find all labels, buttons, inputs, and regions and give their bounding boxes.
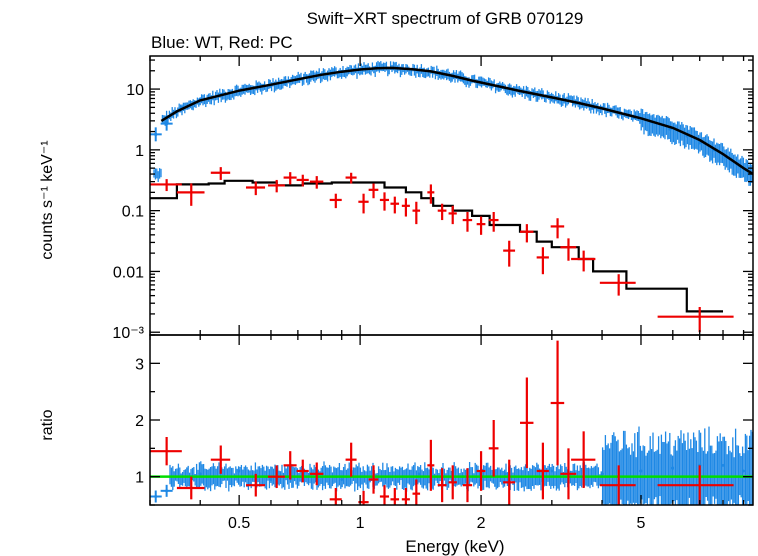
wt-spectrum-point — [698, 141, 702, 145]
bottom-y-tick-label: 2 — [135, 413, 144, 430]
x-tick-label: 2 — [477, 515, 486, 532]
wt-ratio-point — [600, 472, 604, 476]
wt-ratio-point — [198, 472, 202, 476]
top-y-axis-label: counts s⁻¹ keV⁻¹ — [39, 140, 56, 259]
bottom-y-axis-label: ratio — [39, 409, 56, 440]
wt-ratio-point — [671, 466, 675, 470]
x-tick-label: 1 — [356, 515, 365, 532]
wt-ratio-point — [742, 469, 746, 473]
top-y-tick-label: 10 — [126, 82, 144, 99]
top-y-tick-label: 10⁻³ — [112, 325, 144, 342]
wt-ratio-point — [550, 469, 554, 473]
bottom-y-tick-label: 1 — [135, 470, 144, 487]
spectrum-panel-frame — [149, 55, 754, 336]
chart-subtitle: Blue: WT, Red: PC — [151, 33, 293, 52]
pc-ratio-points — [150, 340, 734, 505]
top-y-tick-label: 0.1 — [122, 204, 144, 221]
wt-ratio-point — [503, 472, 507, 476]
wt-ratio-point — [269, 478, 273, 481]
axis-ticks — [149, 56, 753, 506]
wt-ratio-bins — [149, 426, 754, 505]
wt-ratio-point — [237, 469, 241, 473]
bottom-y-tick-label: 3 — [135, 356, 144, 373]
wt-ratio-point — [721, 463, 725, 467]
pc-spectrum-points — [150, 167, 734, 333]
top-y-tick-label: 1 — [135, 143, 144, 160]
wt-ratio-point — [340, 478, 344, 481]
wt-ratio-point — [417, 472, 421, 476]
x-axis-label: Energy (keV) — [405, 537, 504, 556]
wt-model-line — [160, 66, 754, 176]
chart-title: Swift−XRT spectrum of GRB 070129 — [307, 9, 584, 28]
top-y-tick-label: 0.01 — [113, 264, 144, 281]
wt-ratio-point — [639, 469, 643, 473]
plot-layer: 0.5 1 2 5 10 1 0.1 0.01 10⁻³ 1 2 3 — [112, 55, 754, 532]
pc-model-step — [150, 179, 723, 313]
x-tick-label: 0.5 — [228, 515, 250, 532]
x-tick-label: 5 — [637, 515, 646, 532]
